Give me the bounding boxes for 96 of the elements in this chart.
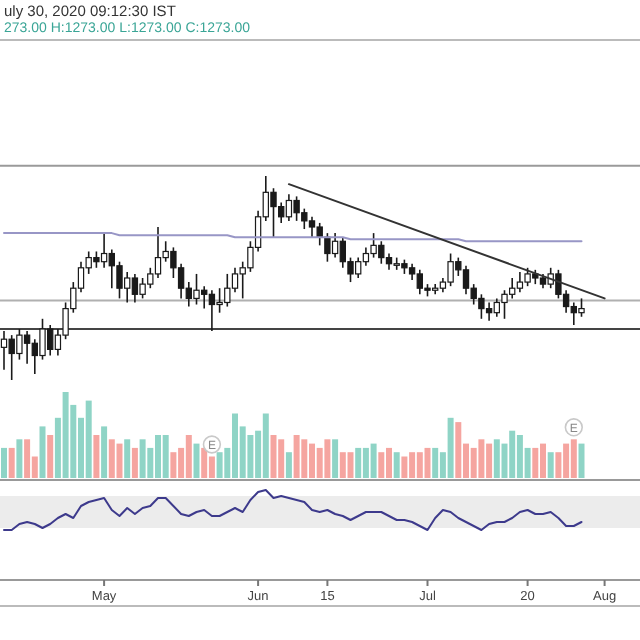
bar xyxy=(193,443,200,478)
candlestick xyxy=(208,289,216,332)
bar xyxy=(47,435,54,478)
bar xyxy=(362,447,369,478)
candlestick xyxy=(416,269,423,296)
bar xyxy=(131,447,138,478)
bar xyxy=(316,447,323,478)
candlestick xyxy=(493,297,500,318)
candlestick xyxy=(285,193,293,222)
bar xyxy=(493,439,500,478)
bar xyxy=(455,422,462,478)
candlestick xyxy=(131,273,139,304)
bar xyxy=(278,439,285,478)
bar xyxy=(293,435,300,478)
bar xyxy=(509,430,516,478)
candlestick xyxy=(509,277,516,300)
bar xyxy=(301,439,308,478)
bar xyxy=(1,447,7,478)
candlestick xyxy=(393,256,400,271)
bar xyxy=(39,426,46,478)
bar xyxy=(393,452,400,478)
bar xyxy=(401,456,408,478)
candlestick xyxy=(485,301,493,322)
candlestick xyxy=(8,334,15,381)
bar xyxy=(516,435,523,478)
bar xyxy=(416,452,423,478)
bar xyxy=(116,443,123,478)
candlestick xyxy=(216,287,223,314)
bar xyxy=(409,452,416,478)
bar xyxy=(555,452,562,478)
candlestick xyxy=(378,240,385,265)
candlestick xyxy=(0,330,8,371)
bar xyxy=(347,452,354,478)
bar xyxy=(486,443,493,478)
candlestick xyxy=(524,267,531,287)
bar xyxy=(378,452,385,478)
bar xyxy=(93,435,100,478)
candlestick xyxy=(100,232,108,269)
candlestick xyxy=(370,232,377,259)
candlestick xyxy=(447,252,454,287)
bar xyxy=(285,452,292,478)
candlestick xyxy=(270,187,277,238)
candlestick xyxy=(193,273,200,306)
candlestick xyxy=(154,226,162,279)
bar xyxy=(162,435,169,478)
bar xyxy=(470,447,477,478)
bar xyxy=(139,439,146,478)
candlestick xyxy=(316,222,323,247)
bar xyxy=(563,443,570,478)
bar xyxy=(447,417,454,478)
bar xyxy=(185,435,192,478)
candlestick xyxy=(362,246,370,267)
bar xyxy=(309,443,315,478)
bar xyxy=(478,439,485,478)
candlestick xyxy=(308,216,316,238)
candlestick xyxy=(462,264,470,296)
candlestick xyxy=(224,273,231,308)
bar xyxy=(355,447,362,478)
bar xyxy=(262,413,269,478)
candlestick xyxy=(124,271,131,304)
bar xyxy=(424,447,431,478)
bar xyxy=(432,447,439,478)
candlestick xyxy=(331,232,339,259)
bar xyxy=(24,439,31,478)
candlestick xyxy=(201,285,208,310)
candlestick xyxy=(108,248,115,289)
bar xyxy=(339,452,346,478)
bar xyxy=(386,447,392,478)
bar xyxy=(108,439,115,478)
bar xyxy=(124,439,131,478)
bar xyxy=(170,452,177,478)
candlestick xyxy=(516,271,524,294)
bar xyxy=(101,426,108,478)
bar xyxy=(324,439,331,478)
bar xyxy=(532,447,539,478)
bar xyxy=(547,452,554,478)
candlestick xyxy=(570,301,577,326)
bar xyxy=(370,443,377,478)
bar xyxy=(16,439,23,478)
bar xyxy=(270,435,277,478)
bar xyxy=(155,435,161,478)
bar xyxy=(232,413,238,478)
bar xyxy=(578,443,585,478)
bar xyxy=(540,443,546,478)
candlestick xyxy=(23,330,31,365)
candlestick xyxy=(47,324,54,357)
candlestick xyxy=(301,207,308,230)
bar xyxy=(8,447,15,478)
candlestick xyxy=(139,277,146,300)
candlestick xyxy=(339,236,346,269)
bar xyxy=(332,439,339,478)
bar xyxy=(85,400,92,478)
candlestick xyxy=(293,195,300,222)
candlestick xyxy=(578,297,585,318)
candlestick xyxy=(355,256,362,279)
bar xyxy=(62,392,69,478)
